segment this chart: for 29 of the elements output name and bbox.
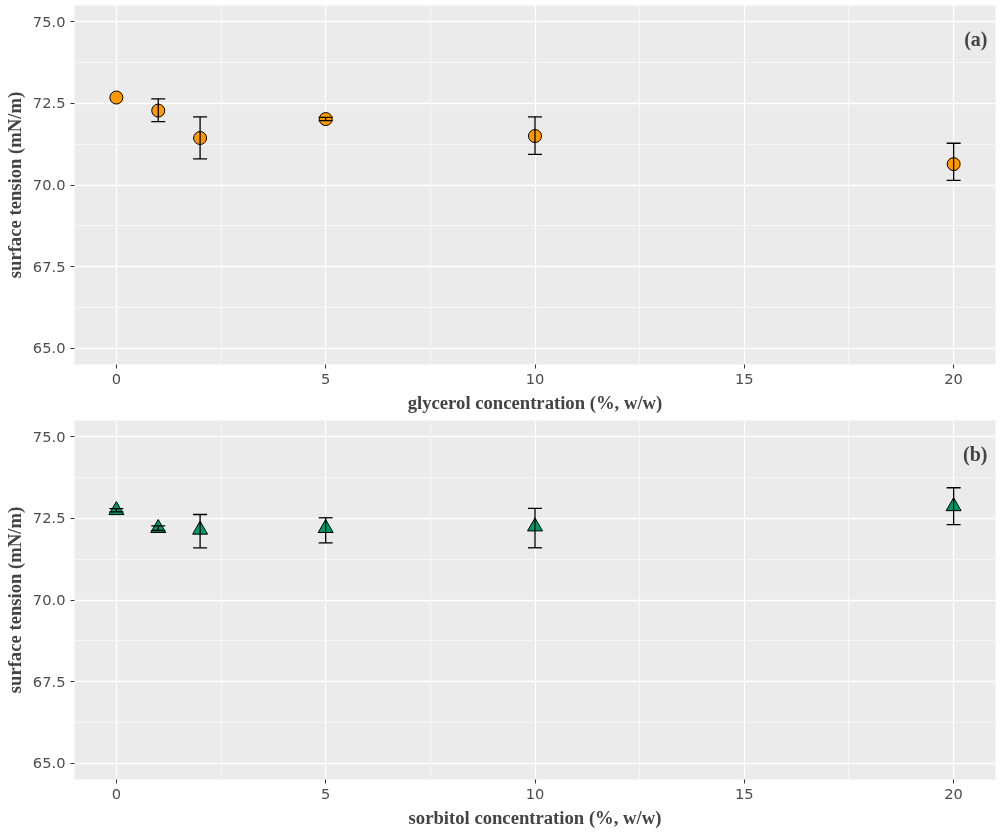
y-tick-label: 75.0 xyxy=(32,427,66,445)
x-axis-title: glycerol concentration (%, w/w) xyxy=(407,391,663,414)
annotation: (a) xyxy=(964,27,988,51)
x-tick-label: 0 xyxy=(111,784,122,802)
x-tick-label: 15 xyxy=(734,369,754,387)
y-tick-label: 70.0 xyxy=(32,591,66,608)
y-tick-label: 65.0 xyxy=(32,754,66,772)
x-tick-label: 5 xyxy=(321,784,331,802)
annotation: (b) xyxy=(963,442,988,466)
y-axis-title: surface tension (mN/m) xyxy=(3,91,26,279)
y-tick-label: 72.5 xyxy=(32,94,66,112)
point xyxy=(109,90,124,105)
x-axis-title: sorbitol concentration (%, w/w) xyxy=(408,806,662,829)
point xyxy=(151,103,166,118)
y-tick-label: 65.0 xyxy=(32,339,66,357)
x-tick-label: 10 xyxy=(525,369,545,387)
point xyxy=(946,157,961,172)
y-tick-label: 75.0 xyxy=(32,12,66,30)
x-tick-label: 15 xyxy=(734,784,754,802)
y-tick-label: 72.5 xyxy=(32,509,66,527)
x-tick-label: 20 xyxy=(944,369,963,387)
y-tick-label: 67.5 xyxy=(32,672,66,690)
y-tick-label: 70.0 xyxy=(32,176,66,193)
x-tick-label: 20 xyxy=(944,784,963,802)
x-tick-label: 5 xyxy=(321,369,331,387)
y-tick-label: 67.5 xyxy=(32,257,66,275)
y-axis-title: surface tension (mN/m) xyxy=(3,506,26,694)
x-tick-label: 0 xyxy=(111,369,122,387)
x-tick-label: 10 xyxy=(525,784,545,802)
